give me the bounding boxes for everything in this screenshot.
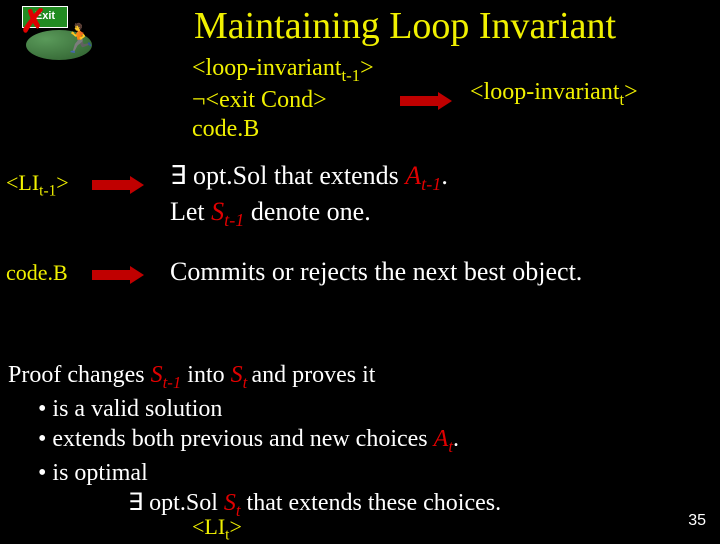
codeb-arrow-icon (92, 266, 146, 284)
slide-number: 35 (688, 512, 706, 530)
invariant-premise-block: <loop-invariantt-1> ¬<exit Cond> code.B (192, 54, 374, 144)
proof-bullet-1: • is a valid solution (38, 394, 501, 424)
proof-bullet-2: • extends both previous and new choices … (38, 424, 501, 458)
proof-bullet-3: • is optimal (38, 458, 501, 488)
proof-line-1: Proof changes St-1 into St and proves it (8, 360, 501, 394)
codeb-description: Commits or rejects the next best object. (170, 256, 582, 287)
slide-title: Maintaining Loop Invariant (90, 0, 720, 48)
cross-out-icon: ✗ (20, 2, 47, 40)
implies-arrow-icon (400, 92, 454, 110)
li-arrow-icon (92, 176, 146, 194)
proof-exists-line: ∃ opt.Sol St that extends these choices. (128, 488, 501, 522)
codeb-tag: code.B (6, 260, 68, 286)
corner-icon: Exit ✗ 🏃 (22, 6, 97, 60)
proof-block: Proof changes St-1 into St and proves it… (8, 360, 501, 521)
li-tm1-tag: <LIt-1> (6, 170, 69, 200)
invariant-conclusion: <loop-invariantt> (470, 78, 638, 110)
running-figure-icon: 🏃 (62, 22, 97, 56)
optsol-block: ∃ opt.Sol that extends At-1. Let St-1 de… (170, 160, 448, 232)
